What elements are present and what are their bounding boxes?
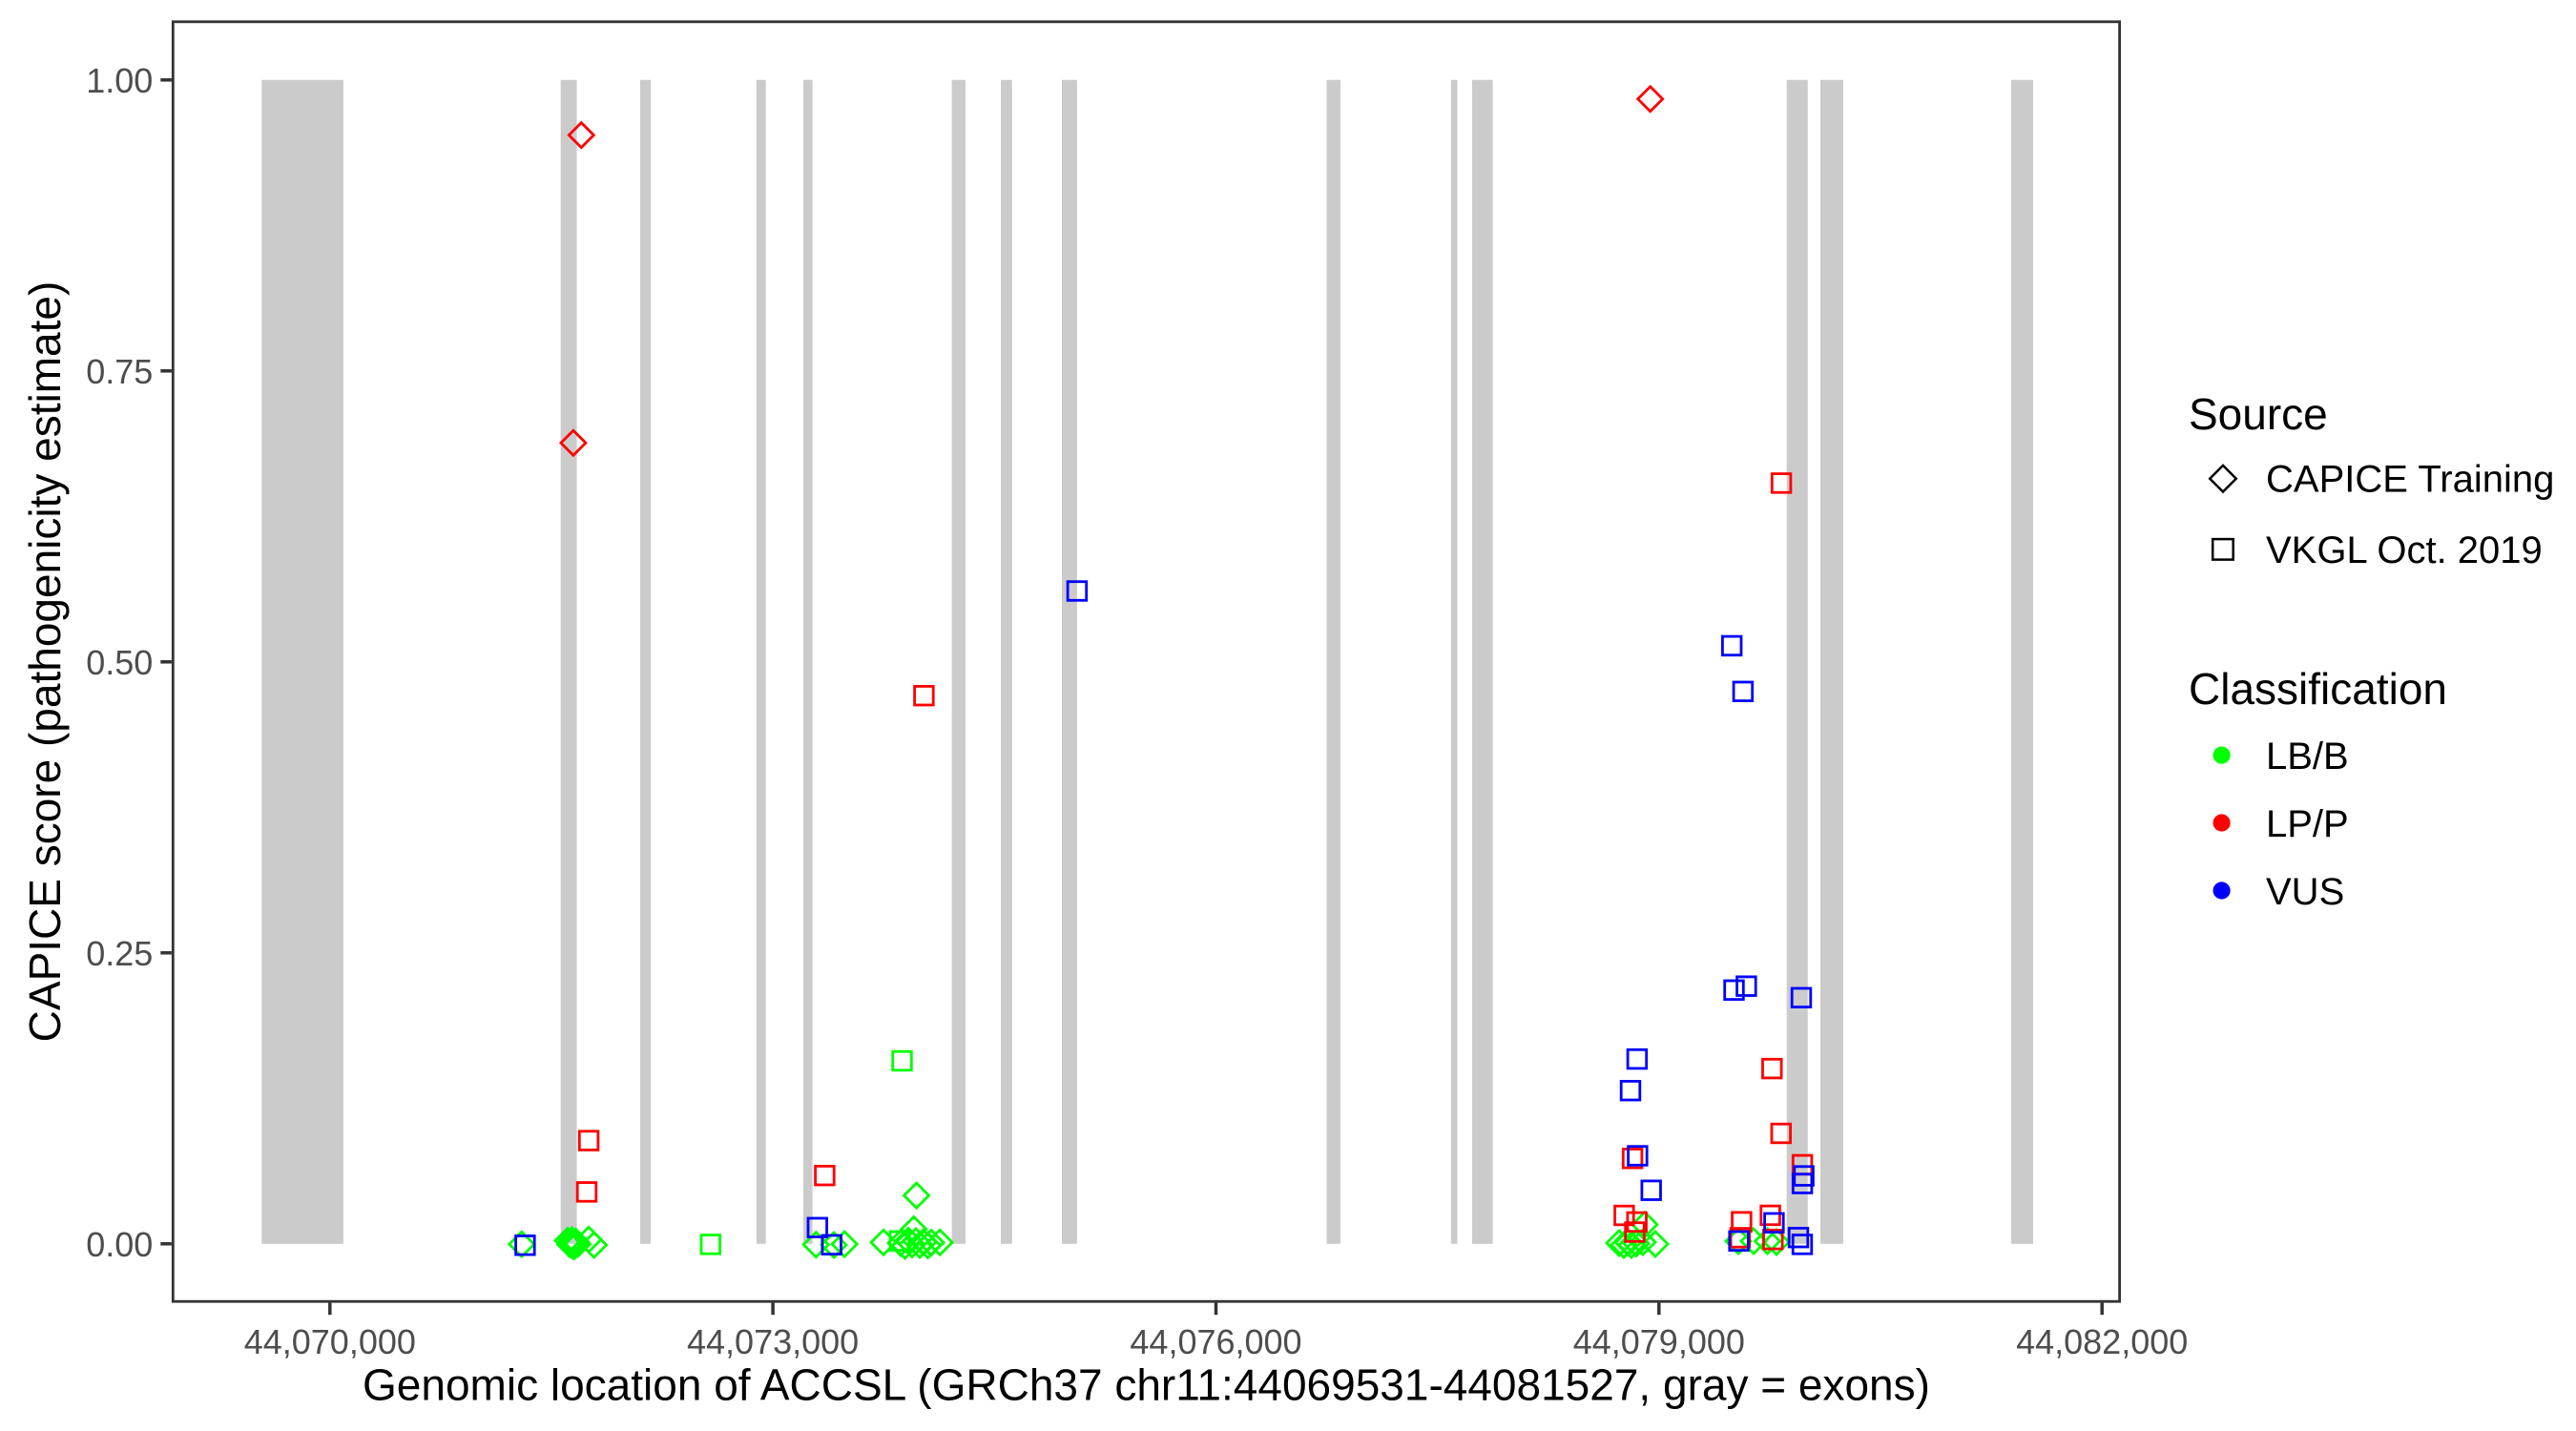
svg-text:44,070,000: 44,070,000 [244,1322,416,1361]
svg-text:44,073,000: 44,073,000 [687,1322,859,1361]
svg-text:CAPICE Training: CAPICE Training [2266,459,2554,501]
svg-text:0.00: 0.00 [86,1225,153,1264]
svg-text:LP/P: LP/P [2266,803,2349,845]
svg-text:Source: Source [2189,389,2328,439]
svg-text:Classification: Classification [2189,664,2447,714]
svg-text:CAPICE score (pathogenicity es: CAPICE score (pathogenicity estimate) [20,281,70,1043]
svg-text:VKGL Oct. 2019: VKGL Oct. 2019 [2266,529,2543,571]
svg-text:0.50: 0.50 [86,643,153,682]
svg-text:1.00: 1.00 [86,61,153,100]
svg-text:44,082,000: 44,082,000 [2016,1322,2188,1361]
svg-text:Genomic location of ACCSL (GRC: Genomic location of ACCSL (GRCh37 chr11:… [363,1360,1930,1410]
svg-text:VUS: VUS [2266,871,2344,913]
svg-text:44,079,000: 44,079,000 [1573,1322,1745,1361]
svg-text:0.25: 0.25 [86,934,153,973]
svg-text:0.75: 0.75 [86,352,153,391]
svg-text:LB/B: LB/B [2266,736,2349,778]
svg-text:44,076,000: 44,076,000 [1130,1322,1301,1361]
